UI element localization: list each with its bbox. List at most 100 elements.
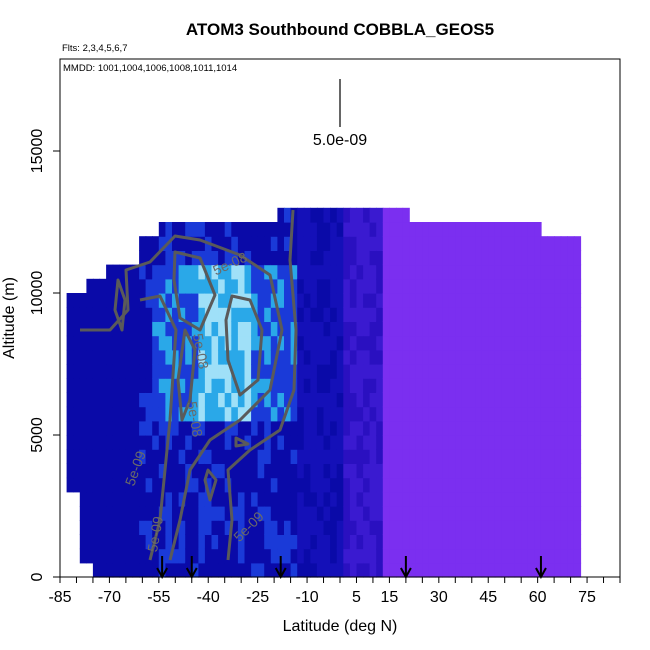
heatmap-cell xyxy=(99,378,107,393)
heatmap-cell xyxy=(336,449,344,464)
heatmap-cell xyxy=(284,534,292,550)
contour-line xyxy=(203,468,218,502)
heatmap-cell xyxy=(79,506,87,521)
heatmap-cell xyxy=(455,321,463,337)
heatmap-cell xyxy=(264,562,272,578)
heatmap-cell xyxy=(191,378,199,393)
heatmap-cell xyxy=(316,435,325,450)
heatmap-cell xyxy=(330,435,338,450)
heatmap-cell xyxy=(402,264,410,280)
heatmap-cell xyxy=(494,491,502,507)
heatmap-cell xyxy=(330,548,338,564)
heatmap-cell xyxy=(409,307,417,322)
heatmap-cell xyxy=(560,477,568,493)
heatmap-cell xyxy=(396,477,404,493)
heatmap-cell xyxy=(204,520,213,535)
heatmap-cell xyxy=(125,449,134,464)
heatmap-cell xyxy=(191,236,199,251)
heatmap-cell xyxy=(270,534,278,550)
heatmap-cell xyxy=(448,278,456,294)
heatmap-cell xyxy=(224,222,232,237)
heatmap-cell xyxy=(112,264,120,280)
heatmap-cell xyxy=(303,293,311,308)
heatmap-cell xyxy=(290,463,298,479)
heatmap-cell xyxy=(158,307,166,322)
heatmap-cell xyxy=(343,534,351,550)
heatmap-cell xyxy=(178,222,186,237)
heatmap-cell xyxy=(218,378,226,393)
heatmap-cell xyxy=(356,534,364,550)
heatmap-cell xyxy=(303,349,311,365)
heatmap-cell xyxy=(475,506,483,521)
heatmap-cell xyxy=(132,562,140,578)
heatmap-cell xyxy=(336,293,344,308)
heatmap-cell xyxy=(343,307,351,322)
heatmap-cell xyxy=(310,264,318,280)
heatmap-cell xyxy=(422,236,430,251)
heatmap-cell xyxy=(560,534,568,550)
heatmap-cell xyxy=(567,520,575,535)
heatmap-cell xyxy=(481,236,489,251)
heatmap-cell xyxy=(409,435,417,450)
heatmap-cell xyxy=(560,520,568,535)
heatmap-cell xyxy=(573,278,582,294)
heatmap-cell xyxy=(540,335,549,351)
heatmap-cell xyxy=(448,534,456,550)
heatmap-cell xyxy=(415,321,423,337)
heatmap-cell xyxy=(185,435,193,450)
contour-label: 5e-09 xyxy=(144,515,166,553)
heatmap-cell xyxy=(448,477,456,493)
heatmap-cell xyxy=(270,562,278,578)
heatmap-cell xyxy=(435,307,443,322)
heatmap-cell xyxy=(330,264,338,280)
heatmap-cell xyxy=(554,264,562,280)
chart-title: ATOM3 Southbound COBBLA_GEOS5 xyxy=(186,20,494,39)
heatmap-cell xyxy=(461,264,470,280)
heatmap-cell xyxy=(264,534,272,550)
heatmap-cell xyxy=(290,548,298,564)
heatmap-cell xyxy=(428,364,437,379)
heatmap-cell xyxy=(514,250,522,266)
heatmap-cell xyxy=(527,463,535,479)
heatmap-cell xyxy=(389,506,397,521)
heatmap-cell xyxy=(119,534,127,550)
heatmap-cell xyxy=(442,449,450,464)
heatmap-cell xyxy=(396,562,404,578)
heatmap-cell xyxy=(560,392,568,408)
heatmap-cell xyxy=(461,236,470,251)
heatmap-cell xyxy=(402,335,410,351)
heatmap-cell xyxy=(382,321,390,337)
heatmap-cell xyxy=(119,264,127,280)
heatmap-cell xyxy=(277,307,285,322)
heatmap-cell xyxy=(237,264,246,280)
heatmap-cell xyxy=(191,406,199,422)
heatmap-cell xyxy=(251,477,259,493)
heatmap-cell xyxy=(494,534,502,550)
heatmap-cell xyxy=(547,364,555,379)
heatmap-cell xyxy=(494,435,502,450)
heatmap-cell xyxy=(284,264,292,280)
heatmap-cell xyxy=(560,562,568,578)
heatmap-cell xyxy=(461,477,470,493)
heatmap-cell xyxy=(204,506,213,521)
heatmap-cell xyxy=(297,236,305,251)
x-tick-label: 45 xyxy=(479,589,497,606)
heatmap-cell xyxy=(270,236,278,251)
heatmap-cell xyxy=(86,534,94,550)
heatmap-cell xyxy=(488,463,496,479)
heatmap-cell xyxy=(409,392,417,408)
heatmap-cell xyxy=(415,420,423,436)
heatmap-cell xyxy=(435,406,443,422)
heatmap-cell xyxy=(270,349,278,365)
heatmap-cell xyxy=(310,307,318,322)
heatmap-cell xyxy=(442,222,450,237)
heatmap-cell xyxy=(165,378,173,393)
heatmap-cell xyxy=(468,378,476,393)
heatmap-cell xyxy=(567,534,575,550)
heatmap-cell xyxy=(369,321,377,337)
heatmap-cell xyxy=(349,491,358,507)
heatmap-cell xyxy=(349,548,358,564)
heatmap-cell xyxy=(527,449,535,464)
heatmap-cell xyxy=(402,506,410,521)
heatmap-cell xyxy=(330,463,338,479)
